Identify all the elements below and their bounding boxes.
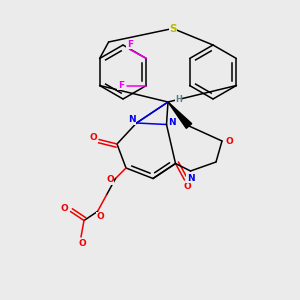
Text: O: O: [106, 176, 114, 184]
Text: F: F: [118, 81, 124, 90]
Text: S: S: [169, 23, 177, 34]
Text: N: N: [187, 174, 194, 183]
Text: O: O: [60, 204, 68, 213]
Text: O: O: [183, 182, 191, 191]
Text: O: O: [96, 212, 104, 221]
Text: F: F: [127, 40, 133, 49]
Text: O: O: [90, 134, 98, 142]
Text: O: O: [79, 239, 86, 248]
Text: N: N: [128, 116, 136, 124]
Text: N: N: [168, 118, 176, 127]
Text: H: H: [175, 94, 182, 103]
Polygon shape: [168, 102, 192, 128]
Text: O: O: [226, 136, 233, 146]
